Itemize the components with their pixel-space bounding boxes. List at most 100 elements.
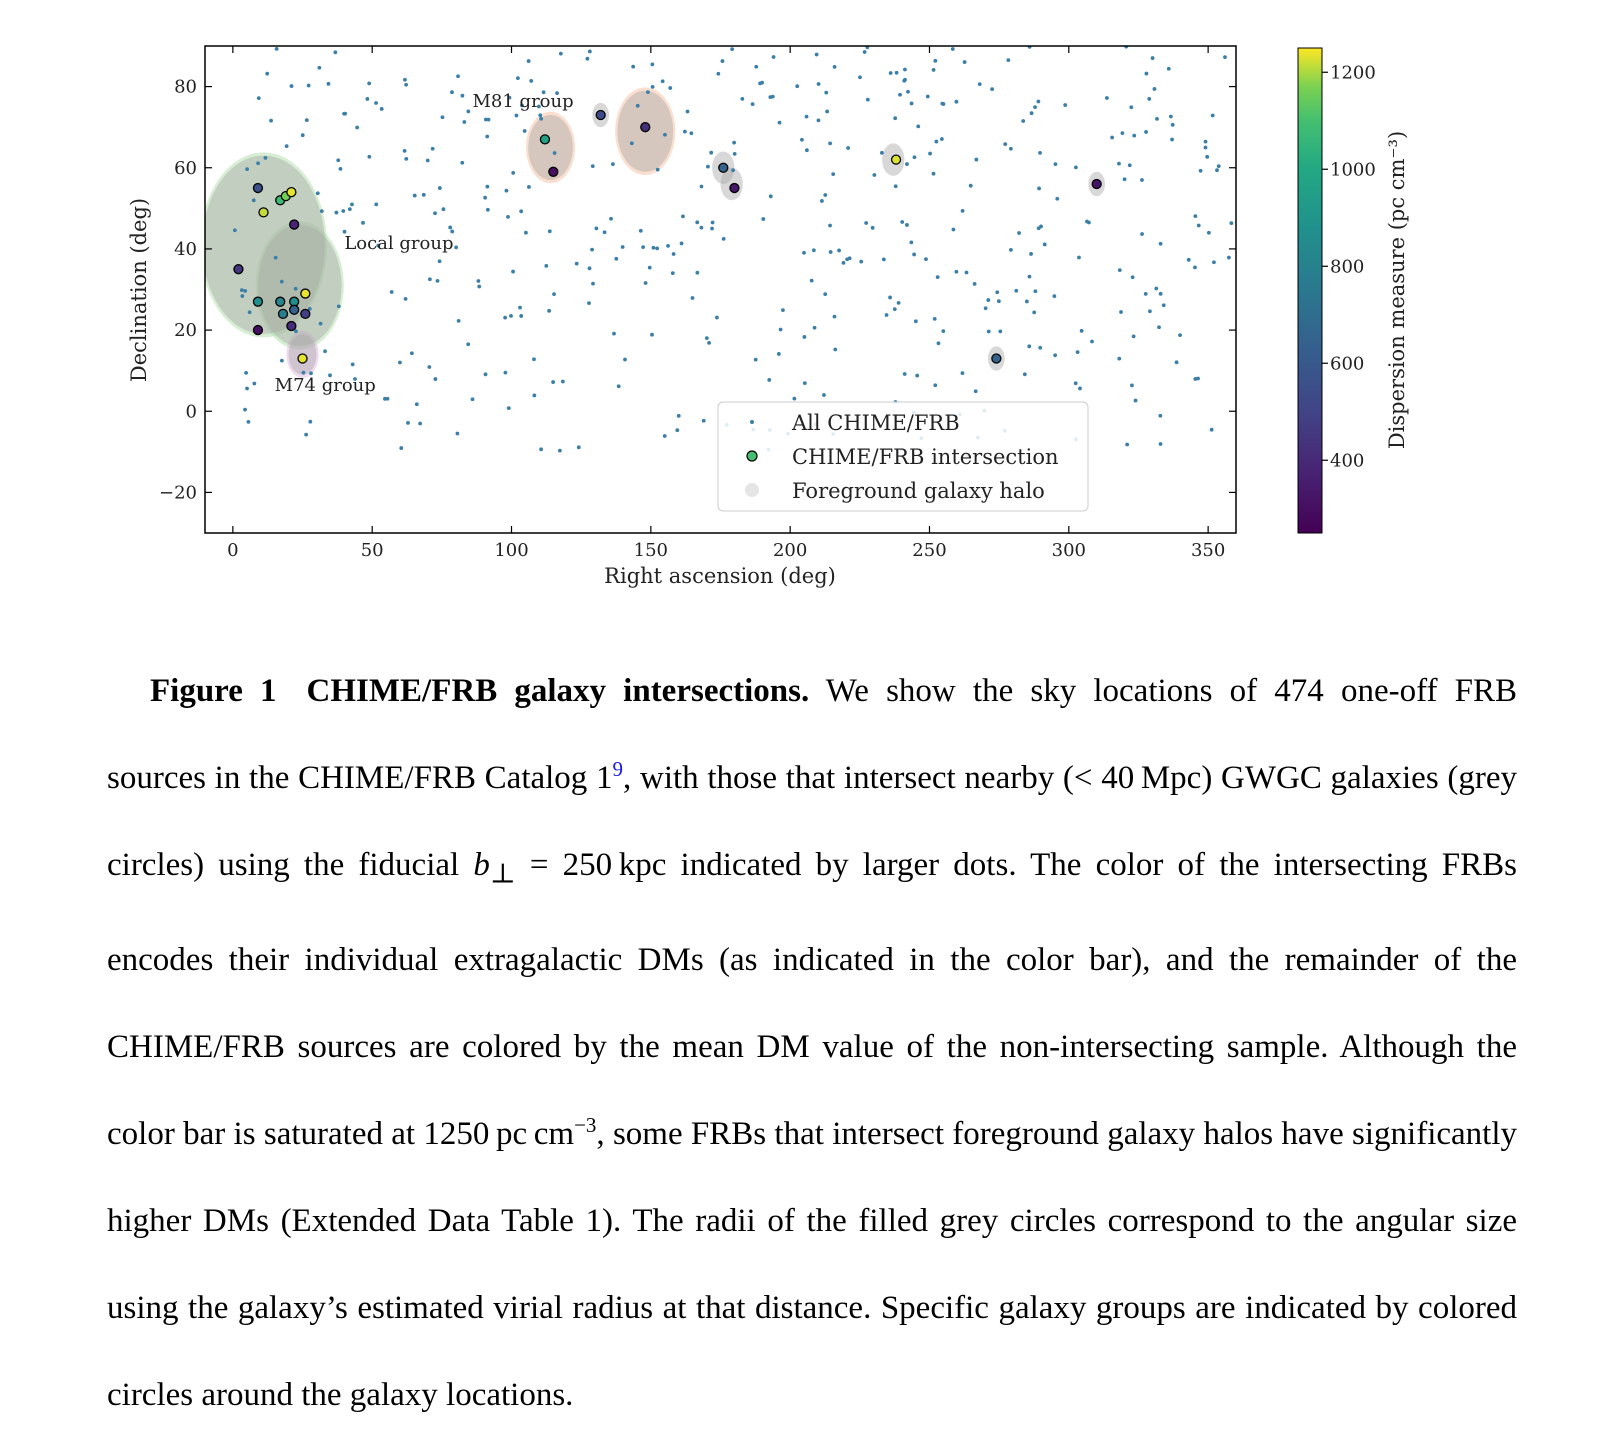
- frb-intersection-point: [718, 162, 729, 173]
- frb-point: [695, 270, 700, 275]
- galaxy-halo: [528, 114, 573, 180]
- frb-point: [701, 418, 706, 423]
- math-b: b: [473, 847, 490, 883]
- frb-point: [795, 84, 800, 89]
- frb-point: [245, 386, 249, 391]
- frb-point: [1147, 309, 1152, 314]
- frb-intersection-point: [258, 207, 269, 218]
- frb-point: [1110, 135, 1115, 140]
- frb-point: [456, 318, 461, 323]
- frb-point: [954, 99, 959, 104]
- frb-point: [409, 351, 414, 356]
- frb-point: [828, 250, 833, 254]
- frb-point: [406, 421, 410, 425]
- colorbar: [1297, 47, 1323, 534]
- frb-point: [1037, 186, 1041, 191]
- frb-point: [650, 84, 655, 89]
- frb-point: [998, 329, 1003, 334]
- frb-point: [913, 319, 918, 324]
- frb-point: [931, 171, 936, 176]
- frb-point: [240, 294, 245, 298]
- colorbar-tick-label: 1000: [1330, 159, 1376, 180]
- frb-point: [365, 97, 370, 101]
- frb-point: [421, 192, 426, 197]
- frb-point: [655, 167, 660, 172]
- frb-point: [1132, 133, 1137, 138]
- legend-marker-halo: [745, 483, 759, 497]
- frb-point: [668, 86, 673, 90]
- frb-point: [470, 397, 475, 402]
- frb-intersection-point: [1091, 178, 1102, 190]
- frb-point: [353, 377, 357, 381]
- frb-point: [1130, 275, 1135, 280]
- frb-point: [1205, 154, 1210, 159]
- frb-point: [816, 118, 821, 123]
- frb-point: [374, 101, 378, 105]
- frb-point: [243, 289, 248, 293]
- frb-point: [716, 71, 721, 76]
- frb-intersection-point: [275, 296, 286, 307]
- frb-point: [812, 325, 817, 330]
- frb-point: [951, 227, 956, 232]
- frb-point: [256, 161, 260, 166]
- frb-point: [486, 117, 491, 122]
- frb-point: [881, 257, 886, 262]
- frb-point: [962, 60, 967, 64]
- frb-point: [609, 216, 613, 221]
- frb-point: [1209, 427, 1214, 432]
- frb-point: [939, 137, 944, 141]
- frb-point: [414, 402, 419, 407]
- frb-point: [675, 428, 680, 433]
- x-axis-label: Right ascension (deg): [604, 564, 836, 588]
- frb-point: [802, 250, 806, 255]
- frb-intersection-point: [548, 166, 559, 177]
- frb-point: [1140, 232, 1144, 236]
- x-tick-label: 100: [494, 540, 528, 561]
- frb-point: [1029, 252, 1033, 256]
- y-tick-label: 0: [186, 401, 197, 422]
- frb-point: [435, 279, 440, 283]
- frb-point: [1143, 292, 1148, 296]
- frb-point: [279, 279, 284, 284]
- frb-point: [879, 150, 884, 155]
- frb-point: [1079, 328, 1084, 333]
- frb-point: [754, 64, 759, 69]
- citation-link[interactable]: 9: [612, 757, 624, 781]
- frb-point: [1147, 97, 1152, 101]
- frb-point: [1022, 372, 1027, 377]
- frb-point: [1178, 333, 1182, 338]
- frb-point: [412, 193, 417, 198]
- frb-point: [503, 315, 508, 320]
- frb-point: [1203, 139, 1208, 144]
- frb-point: [1215, 168, 1219, 173]
- frb-point: [828, 141, 833, 146]
- frb-point: [859, 259, 864, 264]
- frb-point: [456, 74, 460, 79]
- legend-label-halo: Foreground galaxy halo: [792, 479, 1045, 503]
- frb-point: [896, 300, 901, 305]
- frb-point: [771, 55, 776, 59]
- frb-point: [972, 281, 977, 286]
- frb-point: [822, 393, 826, 397]
- frb-point: [232, 228, 237, 233]
- frb-point: [454, 245, 459, 250]
- frb-point: [1127, 163, 1132, 168]
- frb-point: [576, 445, 581, 450]
- colorbar-tick-label: 600: [1330, 353, 1364, 374]
- frb-point: [532, 357, 536, 362]
- frb-point: [336, 304, 341, 309]
- frb-point: [1033, 105, 1037, 110]
- frb-point: [647, 265, 652, 270]
- caption-text-4: , some FRBs that intersect foreground ga…: [107, 1115, 1517, 1413]
- frb-point: [761, 217, 766, 221]
- frb-intersection-point: [289, 304, 300, 315]
- frb-point: [777, 120, 782, 125]
- frb-point: [865, 46, 870, 50]
- frb-point: [894, 70, 899, 75]
- frb-point: [689, 131, 694, 136]
- frb-point: [355, 125, 360, 130]
- frb-point: [1117, 161, 1121, 166]
- frb-point: [304, 432, 309, 437]
- frb-point: [1193, 265, 1197, 270]
- frb-point: [824, 90, 829, 95]
